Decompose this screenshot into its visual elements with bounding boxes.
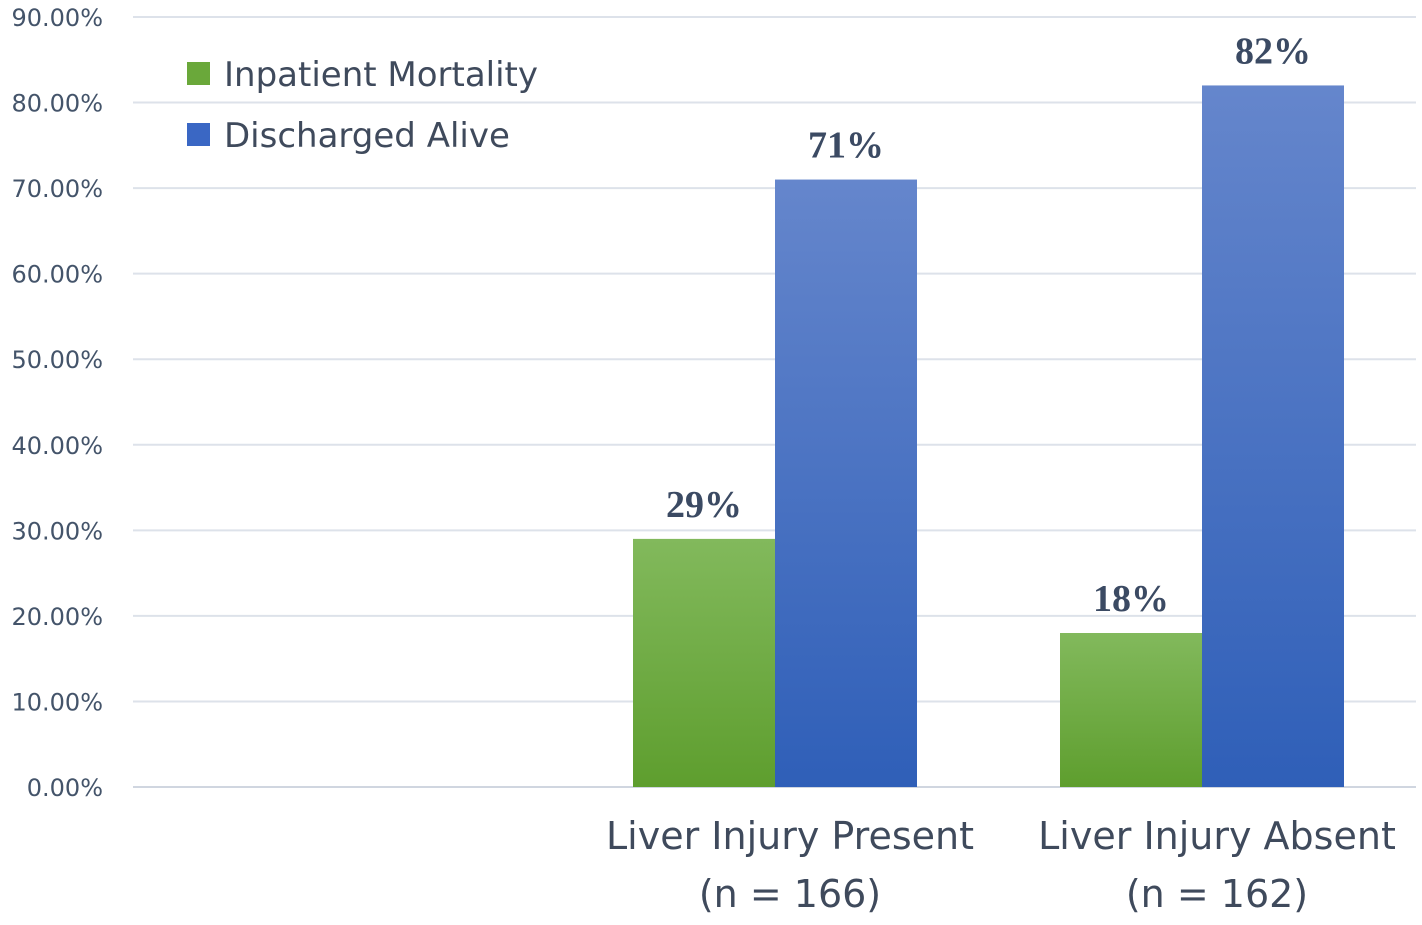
y-tick-label: 70.00%	[11, 175, 103, 203]
y-tick-label: 80.00%	[11, 90, 103, 118]
y-tick-label: 10.00%	[11, 688, 103, 716]
x-category-label: Liver Injury Absent	[1038, 814, 1396, 858]
legend: Inpatient Mortality Discharged Alive	[187, 55, 538, 156]
data-labels: 29% 71% 18% 82%	[666, 30, 1311, 620]
data-label: 18%	[1093, 578, 1169, 620]
data-label: 82%	[1235, 30, 1311, 72]
x-category-label: (n = 162)	[1126, 872, 1308, 916]
y-tick-label: 90.00%	[11, 4, 103, 32]
x-category-label: Liver Injury Present	[606, 814, 974, 858]
y-tick-label: 60.00%	[11, 261, 103, 289]
gridlines	[133, 16, 1416, 788]
legend-label: Discharged Alive	[224, 116, 510, 156]
y-axis: 0.00% 10.00% 20.00% 30.00% 40.00% 50.00% 60.00…	[11, 4, 103, 802]
y-tick-label: 20.00%	[11, 603, 103, 631]
legend-swatch	[187, 62, 210, 85]
bar-discharged-alive	[775, 179, 917, 788]
legend-swatch	[187, 123, 210, 146]
bar-inpatient-mortality	[633, 538, 775, 787]
bar-discharged-alive	[1202, 85, 1344, 787]
x-category-label: (n = 166)	[699, 872, 881, 916]
bars	[633, 85, 1344, 788]
bar-inpatient-mortality	[1060, 633, 1202, 787]
y-tick-label: 40.00%	[11, 432, 103, 460]
data-label: 29%	[666, 484, 742, 526]
y-tick-label: 0.00%	[27, 774, 103, 802]
y-tick-label: 50.00%	[11, 346, 103, 374]
y-tick-label: 30.00%	[11, 517, 103, 545]
x-axis: Liver Injury Present (n = 166) Liver Injur…	[606, 814, 1396, 916]
data-label: 71%	[808, 125, 884, 167]
legend-label: Inpatient Mortality	[224, 55, 538, 95]
